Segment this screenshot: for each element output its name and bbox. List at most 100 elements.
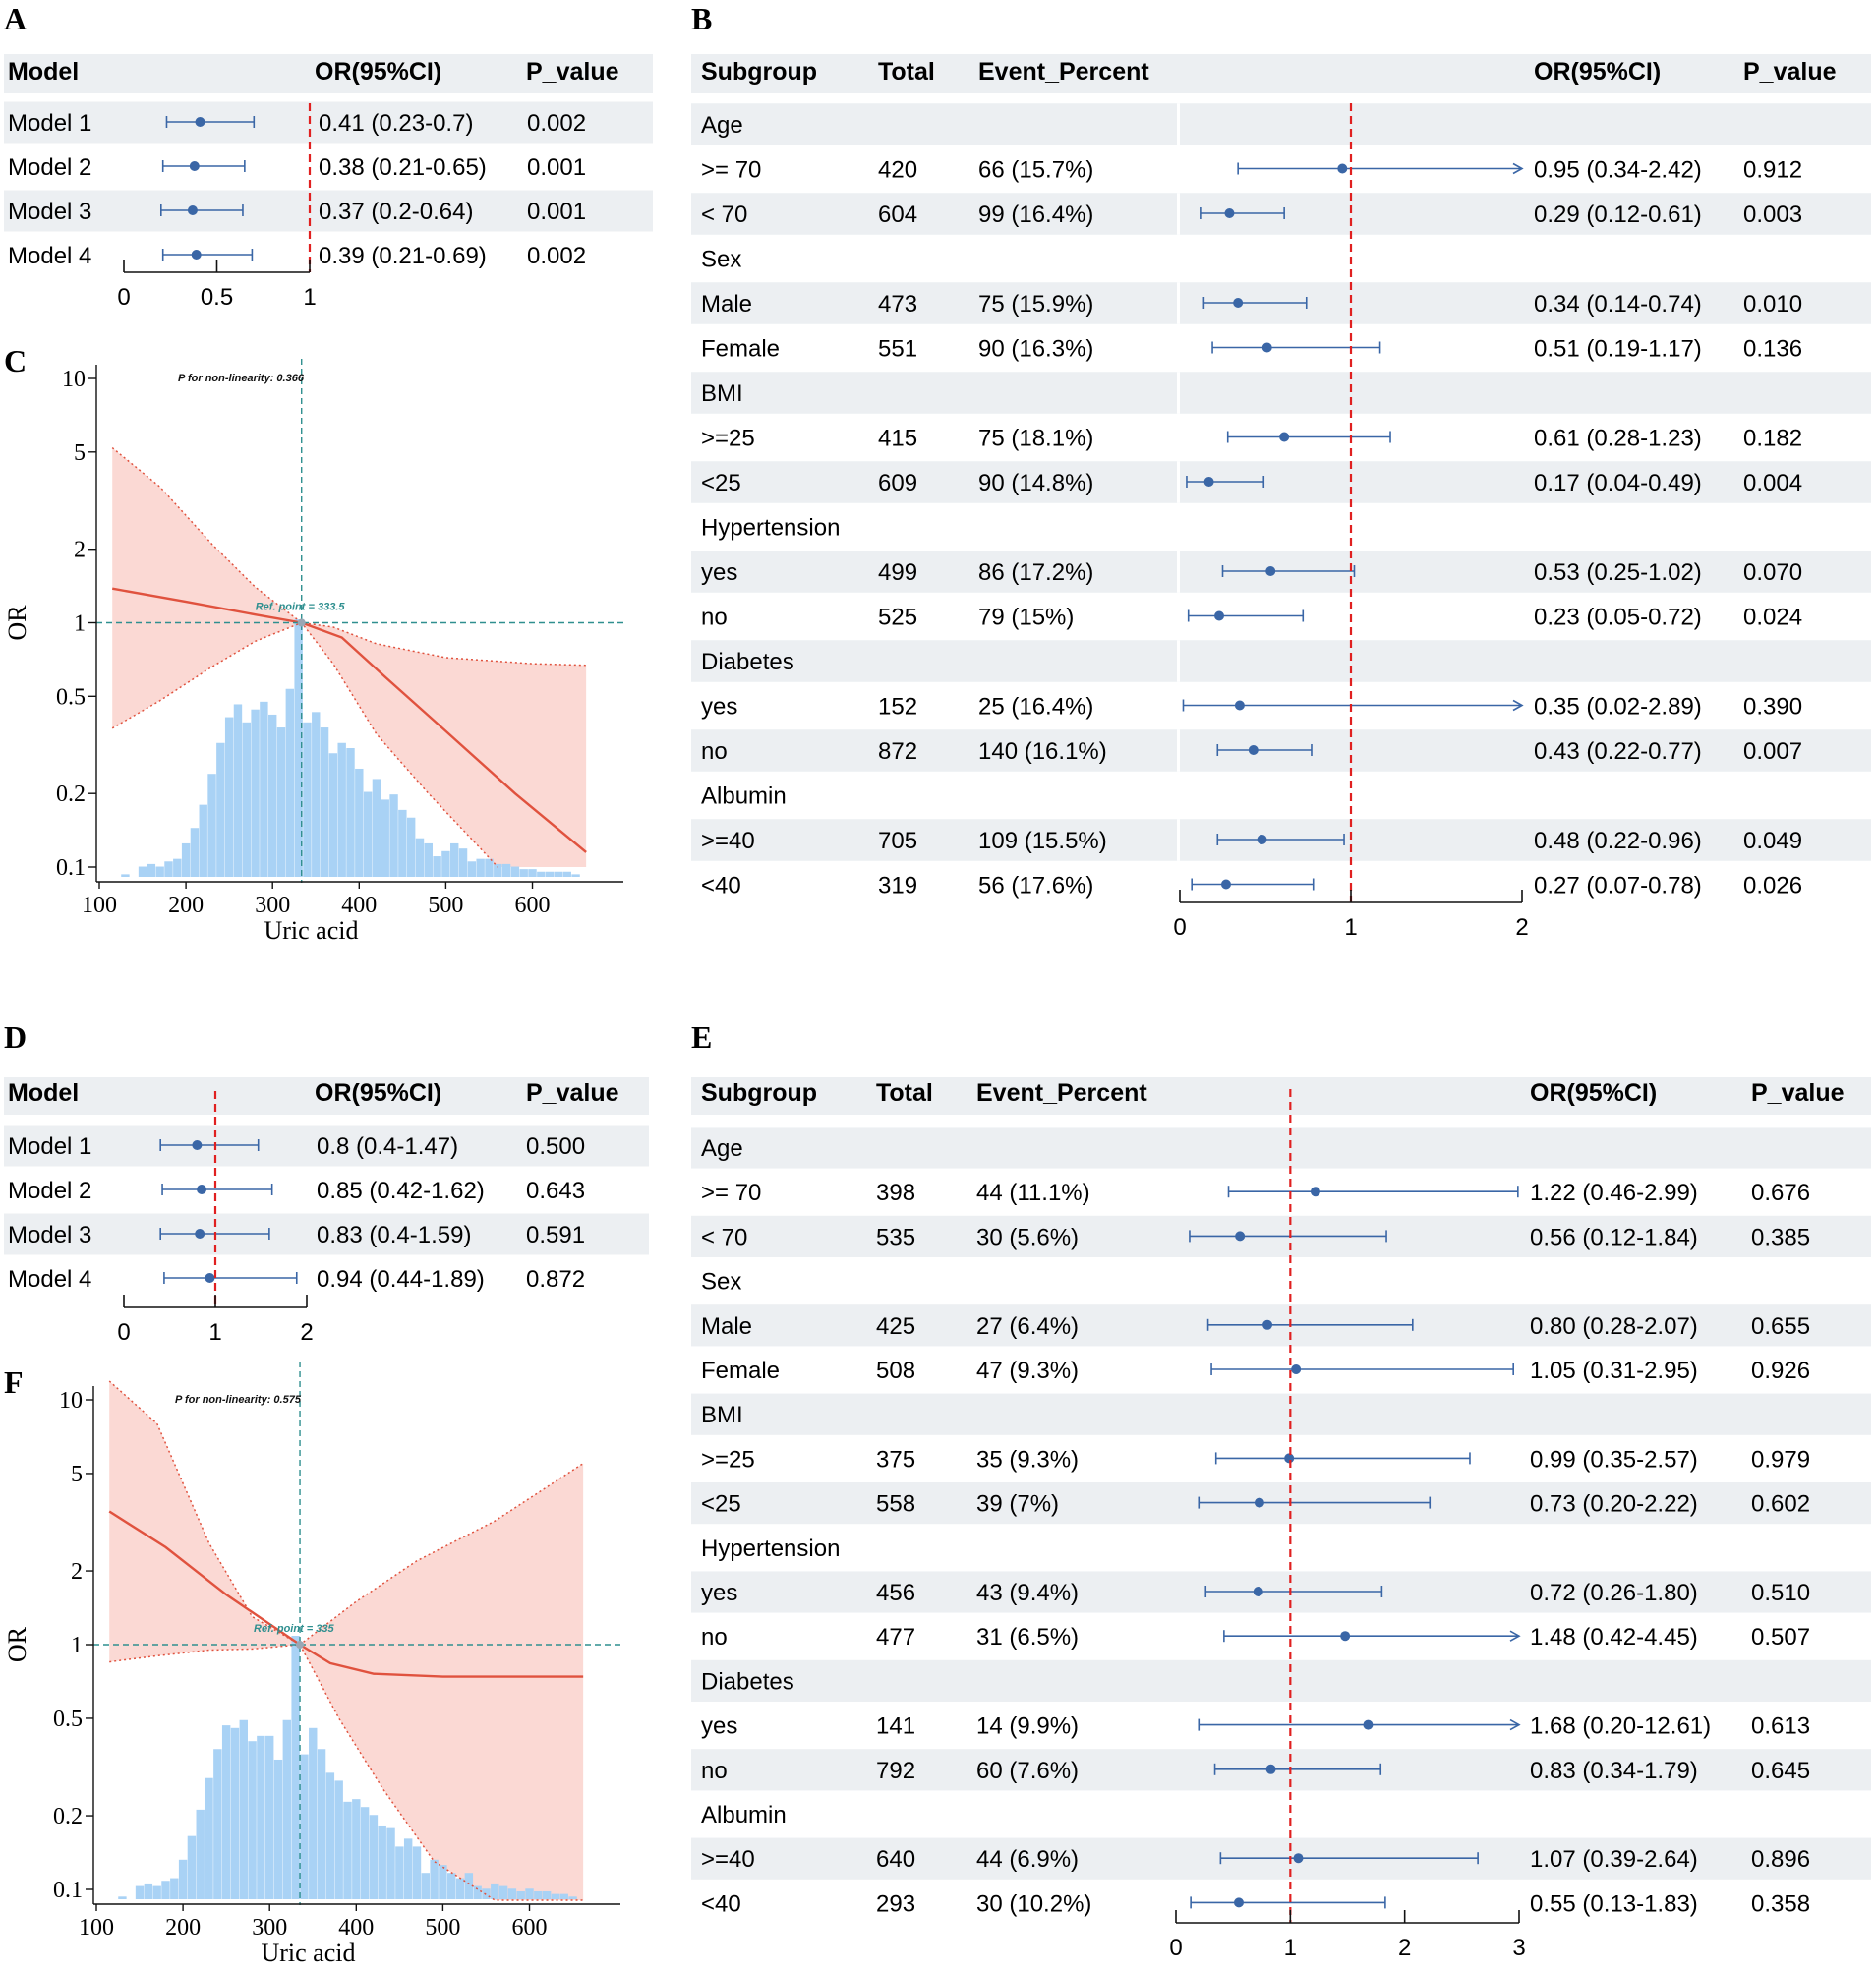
histogram-bar <box>473 1885 482 1899</box>
column-header-total: Total <box>876 1079 933 1107</box>
histogram-bar <box>554 871 563 877</box>
column-header-or: OR(95%CI) <box>315 1079 441 1107</box>
histogram-bar <box>265 1735 274 1899</box>
histogram-bar <box>542 1890 552 1899</box>
histogram-bar <box>312 712 321 877</box>
histogram-bar <box>562 871 571 877</box>
stripe-gap <box>1177 193 1180 235</box>
x-tick-label: 500 <box>425 1915 460 1941</box>
row-p-value: 0.385 <box>1751 1224 1810 1250</box>
y-tick-label: 0.5 <box>56 684 86 710</box>
histogram-bar <box>242 722 251 877</box>
stripe-gap <box>1177 372 1180 414</box>
row-event: 75 (18.1%) <box>978 426 1093 452</box>
column-header-p: P_value <box>1751 1079 1845 1107</box>
histogram-bar <box>239 1719 248 1899</box>
row-p-value: 0.358 <box>1751 1890 1810 1917</box>
histogram-bar <box>257 1735 265 1899</box>
histogram-bar <box>559 1893 568 1899</box>
row-label: no <box>701 738 728 765</box>
forest-plot-d: Model OR(95%CI) P_value Model 1 0.8 (0.4-1.4… <box>4 1077 649 1346</box>
subgroup-header: BMI <box>701 380 743 407</box>
histogram-bar <box>525 1888 534 1899</box>
row-or-ci: 0.41 (0.23-0.7) <box>319 110 473 137</box>
row-event: 31 (6.5%) <box>976 1624 1079 1651</box>
histogram-bar <box>447 1873 456 1899</box>
row-total: 152 <box>878 694 917 721</box>
row-label: >= 70 <box>701 157 761 184</box>
histogram-bar <box>455 1878 465 1899</box>
reference-label: Ref. point = 333.5 <box>256 602 346 613</box>
histogram-bar <box>519 869 528 877</box>
nonlinearity-note: P for non-linearity: 0.575 <box>175 1394 302 1406</box>
y-tick-label: 0.1 <box>56 855 86 881</box>
confidence-band <box>112 447 587 867</box>
spline-plot-f: Ref. point = 335 P for non-linearity: 0.5… <box>3 1362 620 1967</box>
subgroup-header: Albumin <box>701 783 787 810</box>
histogram-bar <box>303 722 312 877</box>
histogram-bar <box>501 863 511 877</box>
row-label: >=40 <box>701 828 755 854</box>
histogram-bar <box>378 1825 386 1899</box>
y-tick-label: 10 <box>59 1388 83 1414</box>
x-tick-label: 300 <box>255 893 290 918</box>
row-p-value: 0.510 <box>1751 1580 1810 1606</box>
row-label: <25 <box>701 470 741 496</box>
row-or-ci: 1.48 (0.42-4.45) <box>1530 1624 1698 1651</box>
header-band <box>4 1077 649 1115</box>
row-label: <25 <box>701 1491 741 1518</box>
histogram-bar <box>268 714 277 877</box>
histogram-bar <box>317 1749 326 1899</box>
row-event: 140 (16.1%) <box>978 738 1107 765</box>
row-p-value: 0.001 <box>527 154 586 181</box>
point-estimate <box>1254 1497 1264 1508</box>
y-tick-label: 10 <box>62 367 86 392</box>
row-p-value: 0.390 <box>1743 694 1802 721</box>
histogram-bar <box>450 842 459 877</box>
row-stripe <box>691 640 1871 682</box>
histogram-bar <box>430 1859 439 1899</box>
row-stripe <box>691 103 1871 145</box>
spline-curve <box>108 1510 584 1678</box>
row-p-value: 0.004 <box>1743 470 1802 496</box>
histogram-bar <box>205 1777 213 1899</box>
column-header-p: P_value <box>526 1079 619 1107</box>
row-total: 872 <box>878 738 917 765</box>
histogram-bar <box>363 791 373 877</box>
histogram-bar <box>190 828 200 877</box>
stripe-gap <box>1177 729 1180 772</box>
row-or-ci: 0.38 (0.21-0.65) <box>319 154 487 181</box>
histogram-bar <box>498 1885 508 1899</box>
row-event: 66 (15.7%) <box>978 157 1093 184</box>
row-p-value: 0.024 <box>1743 605 1802 631</box>
row-event: 44 (6.9%) <box>976 1846 1079 1873</box>
row-label: >= 70 <box>701 1180 761 1206</box>
histogram-bar <box>412 1846 422 1899</box>
x-tick-label: 100 <box>82 893 117 918</box>
histogram-bar <box>415 838 425 877</box>
row-event: 25 (16.4%) <box>978 694 1093 721</box>
row-total: 141 <box>876 1713 915 1740</box>
forest-plot-a: Model OR(95%CI) P_value Model 1 0.41 (0.23-0… <box>4 54 653 311</box>
row-or-ci: 0.48 (0.22-0.96) <box>1534 828 1702 854</box>
stripe-gap <box>1177 461 1180 503</box>
histogram-bar <box>325 1772 335 1899</box>
point-estimate <box>1253 1587 1263 1596</box>
histogram-bar <box>403 1838 413 1899</box>
row-label: yes <box>701 1713 737 1740</box>
x-tick-label: 200 <box>168 893 204 918</box>
histogram-bar <box>199 804 207 877</box>
row-or-ci: 0.94 (0.44-1.89) <box>317 1266 485 1293</box>
histogram-bar <box>300 1754 309 1899</box>
subgroup-header: Age <box>701 112 743 139</box>
row-or-ci: 1.22 (0.46-2.99) <box>1530 1180 1698 1206</box>
histogram-bar <box>476 858 485 877</box>
row-label: <40 <box>701 873 741 899</box>
subgroup-header: BMI <box>701 1402 743 1428</box>
point-estimate <box>1224 208 1235 218</box>
histogram-bar <box>135 1885 145 1899</box>
stripe-gap <box>1177 819 1180 861</box>
row-label: yes <box>701 559 737 586</box>
histogram-bar <box>421 1873 430 1899</box>
row-stripe <box>691 372 1871 414</box>
